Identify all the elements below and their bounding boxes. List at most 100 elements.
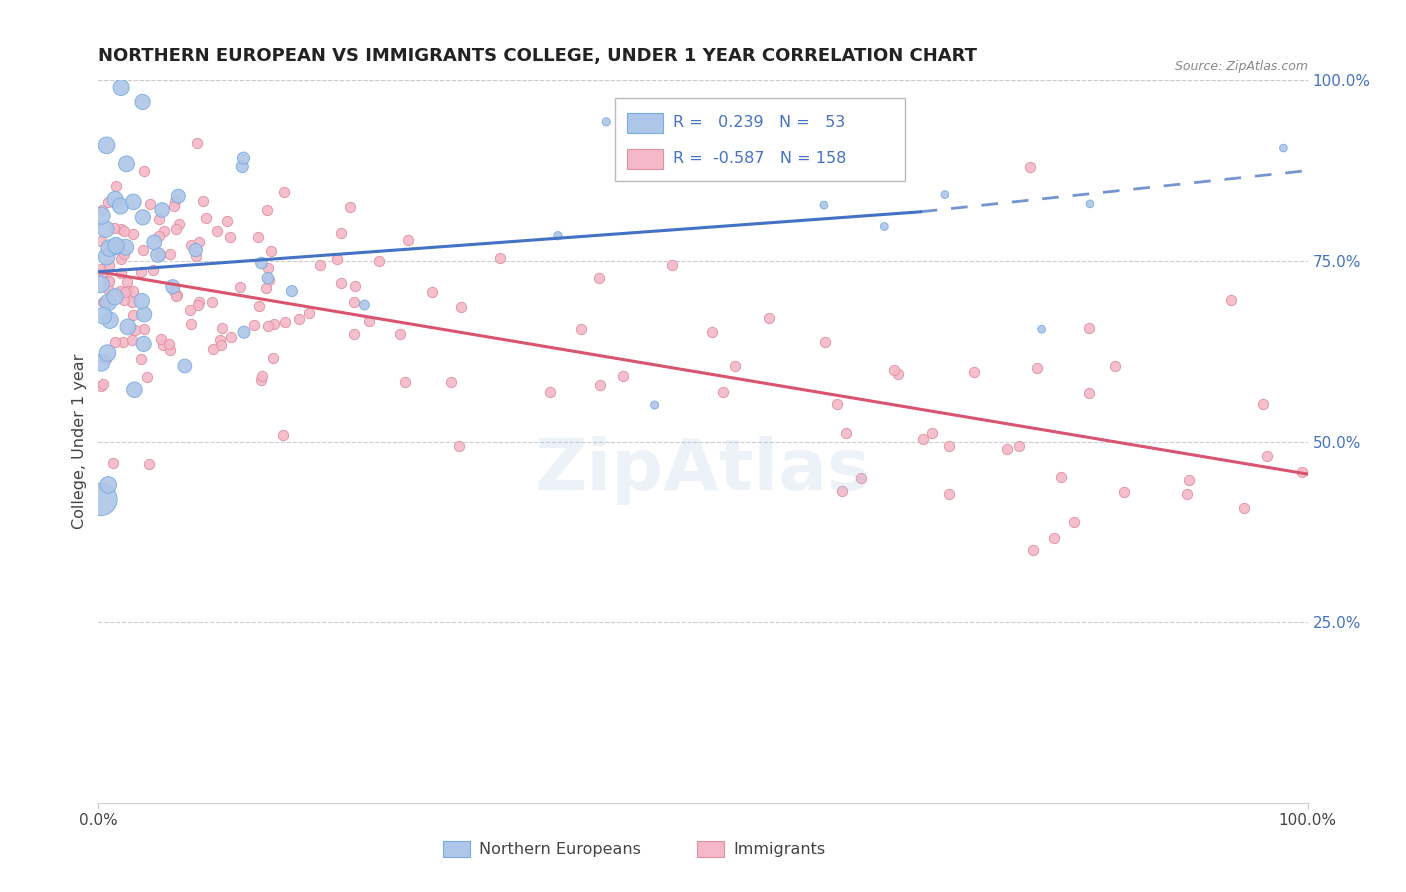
Point xyxy=(263,317,285,331)
Point xyxy=(1256,449,1278,463)
Point xyxy=(938,439,960,453)
Point xyxy=(90,356,112,370)
Point xyxy=(595,115,617,129)
Point xyxy=(257,271,280,285)
Point xyxy=(440,376,463,390)
Point xyxy=(921,426,943,441)
Point xyxy=(273,185,295,199)
Point xyxy=(103,456,125,470)
Point xyxy=(152,338,174,352)
Point xyxy=(121,295,143,310)
Point xyxy=(1251,396,1274,410)
Point xyxy=(758,310,780,325)
FancyBboxPatch shape xyxy=(627,112,664,133)
Point xyxy=(91,377,114,392)
Point xyxy=(547,228,569,243)
Point xyxy=(132,337,155,351)
Point xyxy=(180,317,202,331)
Point xyxy=(834,425,856,440)
Point xyxy=(934,187,956,202)
Point xyxy=(1049,470,1071,484)
Point xyxy=(124,323,146,337)
Point xyxy=(131,293,153,308)
Point xyxy=(254,281,277,295)
Point xyxy=(187,294,209,309)
Point xyxy=(700,325,723,339)
Point xyxy=(243,318,266,333)
Point xyxy=(132,211,155,225)
Point xyxy=(488,251,510,265)
FancyBboxPatch shape xyxy=(627,149,664,169)
Point xyxy=(90,492,112,507)
Point xyxy=(883,363,905,377)
Point xyxy=(260,244,283,259)
FancyBboxPatch shape xyxy=(614,98,905,181)
Point xyxy=(134,321,156,335)
Point xyxy=(110,252,132,267)
Text: Source: ZipAtlas.com: Source: ZipAtlas.com xyxy=(1174,60,1308,73)
Point xyxy=(163,199,186,213)
Point xyxy=(329,226,352,240)
Point xyxy=(644,398,666,412)
Point xyxy=(157,336,180,351)
Point xyxy=(98,258,121,272)
Point xyxy=(129,265,152,279)
Point xyxy=(1026,361,1049,376)
Point xyxy=(1272,141,1295,155)
Point xyxy=(149,248,172,262)
Point xyxy=(538,385,561,400)
Point xyxy=(450,300,472,314)
Point xyxy=(167,189,190,203)
Point xyxy=(97,295,120,310)
Point xyxy=(153,224,176,238)
Point xyxy=(179,303,201,318)
Point xyxy=(262,351,284,365)
Point xyxy=(257,273,280,287)
Point xyxy=(173,359,195,373)
Point xyxy=(148,212,170,227)
Point xyxy=(184,243,207,257)
Point xyxy=(195,211,218,226)
Point xyxy=(281,284,304,298)
Point xyxy=(97,478,120,492)
Point xyxy=(165,222,187,236)
Point xyxy=(96,250,118,264)
Point xyxy=(110,284,132,298)
Point xyxy=(104,290,127,304)
Point xyxy=(343,278,366,293)
Point xyxy=(201,295,224,310)
Point xyxy=(131,95,153,109)
Point xyxy=(873,219,896,234)
Point xyxy=(115,275,138,289)
Point xyxy=(98,313,121,327)
Text: R =   0.239   N =   53: R = 0.239 N = 53 xyxy=(672,115,845,129)
Point xyxy=(111,334,134,349)
Point xyxy=(201,343,224,357)
Point xyxy=(250,256,273,270)
Point xyxy=(121,227,143,241)
Point xyxy=(589,378,612,392)
Point xyxy=(1291,465,1313,479)
Point xyxy=(249,373,271,387)
Point xyxy=(90,378,112,392)
Point xyxy=(849,471,872,485)
Point xyxy=(110,199,132,213)
Point xyxy=(110,222,132,236)
Point xyxy=(359,314,381,328)
Point xyxy=(122,194,145,209)
Point xyxy=(146,248,169,262)
Point xyxy=(1112,484,1135,499)
Point xyxy=(124,383,146,397)
FancyBboxPatch shape xyxy=(697,841,724,857)
Point xyxy=(288,311,311,326)
Point xyxy=(205,224,228,238)
Point xyxy=(136,369,159,384)
Point xyxy=(1178,473,1201,487)
Text: Northern Europeans: Northern Europeans xyxy=(479,841,641,856)
Point xyxy=(247,299,270,313)
Point xyxy=(187,297,209,311)
Point xyxy=(112,247,135,261)
Point xyxy=(420,285,443,299)
Point xyxy=(180,238,202,252)
Point xyxy=(229,280,252,294)
